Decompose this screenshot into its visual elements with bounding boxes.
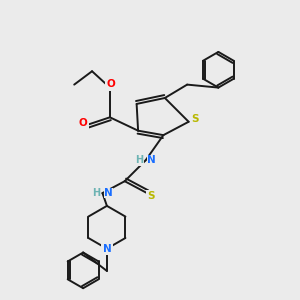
Text: S: S: [191, 114, 199, 124]
Text: N: N: [103, 244, 111, 254]
Text: H: H: [92, 188, 100, 198]
Text: O: O: [79, 118, 88, 128]
Text: S: S: [148, 191, 155, 201]
Text: O: O: [106, 79, 115, 89]
Text: H: H: [135, 155, 143, 165]
Text: N: N: [104, 188, 113, 198]
Text: N: N: [147, 155, 156, 165]
